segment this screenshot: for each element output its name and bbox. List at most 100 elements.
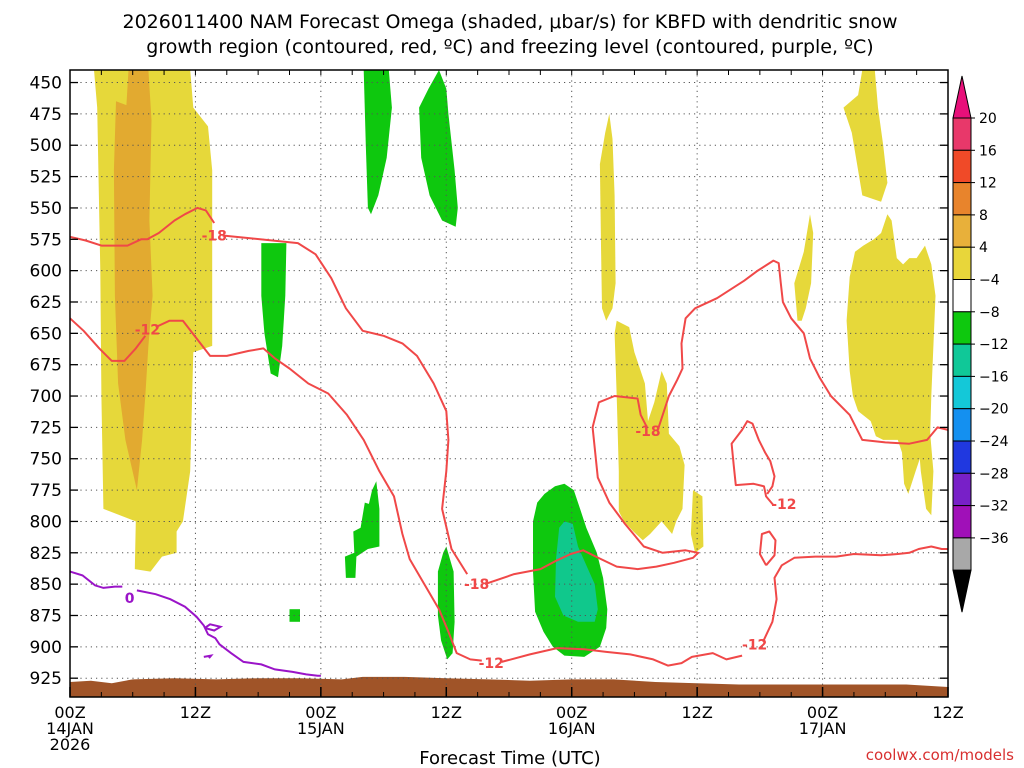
- x-tick-label: 17JAN: [799, 719, 847, 738]
- omega-neg4-region: [344, 481, 380, 578]
- contour-label: -18: [202, 229, 227, 245]
- colorbar-label: −8: [979, 305, 1000, 321]
- colorbar-segment: [952, 408, 972, 442]
- colorbar-segment: [952, 537, 972, 571]
- x-tick-label: 16JAN: [548, 719, 596, 738]
- colorbar-label: −16: [979, 369, 1009, 385]
- colorbar-label: −4: [979, 273, 1000, 289]
- freezing-level-contour: [204, 623, 224, 632]
- colorbar-top-arrow: [952, 75, 972, 119]
- colorbar-segment: [952, 505, 972, 539]
- dgz-contour: [762, 545, 948, 643]
- colorbar-segment: [952, 214, 972, 248]
- colorbar-segment: [952, 149, 972, 184]
- omega-neg8-region: [555, 521, 598, 622]
- chart-title-line-1: 2026011400 NAM Forecast Omega (shaded, μ…: [122, 11, 897, 33]
- colorbar-label: −28: [979, 466, 1009, 482]
- dgz-contour: [69, 317, 147, 362]
- plot-area: -18 -12 -18 -12 -18 -12 -12 0: [69, 69, 949, 698]
- colorbar-label: 20: [979, 111, 997, 127]
- y-tick-label: 525: [30, 168, 62, 188]
- omega-neg4-region: [363, 70, 392, 215]
- colorbar-segment: [952, 246, 972, 280]
- x-tick-label: 00Z: [556, 703, 587, 722]
- x-tick-label: 12Z: [180, 703, 211, 722]
- omega-pos4-region: [599, 113, 616, 321]
- y-tick-label: 575: [30, 230, 62, 250]
- contour-label: -12: [135, 323, 160, 339]
- y-axis: 450 475 500 525 550 575 600 625 650 675 700 725 750 7…: [30, 74, 948, 689]
- dgz-contour: [730, 420, 776, 506]
- x-tick-label: 14JAN: [46, 719, 94, 738]
- colorbar-segment: [952, 440, 972, 474]
- y-tick-label: 550: [30, 199, 62, 219]
- x-axis-title: Forecast Time (UTC): [419, 748, 600, 768]
- colorbar-label: 16: [979, 143, 997, 159]
- omega-pos4-region: [846, 214, 936, 516]
- omega-pos4-region: [690, 490, 704, 553]
- y-tick-label: 800: [30, 512, 62, 532]
- colorbar-segment: [952, 375, 972, 410]
- colorbar-segment: [952, 311, 972, 345]
- colorbar-segment: [952, 117, 972, 151]
- y-tick-label: 825: [30, 544, 62, 564]
- freezing-level-contour: [69, 570, 123, 589]
- colorbar-segment: [952, 472, 972, 507]
- colorbar-label: −32: [979, 499, 1009, 515]
- contour-label: -18: [464, 577, 489, 593]
- y-tick-label: 725: [30, 418, 62, 438]
- x-tick-label: 2026: [50, 735, 91, 754]
- colorbar-label: −24: [979, 434, 1009, 450]
- y-tick-label: 500: [30, 136, 62, 156]
- y-tick-label: 475: [30, 105, 62, 125]
- freezing-level-contour: [203, 654, 214, 659]
- x-tick-label: 12Z: [932, 703, 963, 722]
- dgz-contour: [758, 530, 777, 566]
- contour-label: -12: [479, 656, 504, 672]
- y-tick-label: 675: [30, 356, 62, 376]
- terrain-fill: [70, 676, 948, 697]
- dgz-contour: [222, 234, 469, 575]
- colorbar-label: −20: [979, 402, 1009, 418]
- y-tick-label: 875: [30, 606, 62, 626]
- plot-background: [70, 70, 948, 697]
- y-tick-label: 600: [30, 262, 62, 282]
- colorbar-label: −12: [979, 337, 1009, 353]
- y-tick-label: 625: [30, 293, 62, 313]
- y-tick-label: 925: [30, 669, 62, 689]
- x-tick-label: 15JAN: [297, 719, 345, 738]
- dgz-contour: [155, 319, 482, 662]
- dgz-contour: [656, 259, 949, 445]
- chart-title-line-2: growth region (contoured, red, ºC) and f…: [146, 36, 873, 58]
- freezing-level-contour: [136, 589, 321, 677]
- y-tick-label: 900: [30, 638, 62, 658]
- colorbar-bottom-arrow: [952, 569, 972, 613]
- omega-neg4-region: [419, 70, 458, 227]
- colorbar-label: 12: [979, 176, 997, 192]
- grid: [69, 70, 949, 697]
- dgz-contour: [69, 206, 216, 247]
- x-tick-label: 00Z: [54, 703, 85, 722]
- colorbar-label: 8: [979, 208, 988, 224]
- colorbar-segment: [952, 343, 972, 377]
- omega-pos4-region: [794, 214, 814, 321]
- y-tick-label: 700: [30, 387, 62, 407]
- contour-label: 0: [125, 591, 135, 607]
- contour-label: -12: [771, 497, 796, 513]
- colorbar-label: 4: [979, 240, 988, 256]
- y-tick-label: 850: [30, 575, 62, 595]
- x-tick-label: 00Z: [807, 703, 838, 722]
- colorbar-label: −36: [979, 531, 1009, 547]
- contour-label: -12: [742, 637, 767, 653]
- x-tick-label: 12Z: [681, 703, 712, 722]
- omega-pos4-region: [843, 70, 888, 202]
- omega-neg4-region: [437, 546, 455, 660]
- omega-pos4-region: [614, 320, 685, 541]
- omega-pos8-region: [113, 70, 153, 491]
- x-tick-label: 12Z: [431, 703, 462, 722]
- contour-label: -18: [635, 424, 660, 440]
- y-tick-label: 750: [30, 450, 62, 470]
- y-tick-label: 775: [30, 481, 62, 501]
- y-tick-label: 650: [30, 324, 62, 344]
